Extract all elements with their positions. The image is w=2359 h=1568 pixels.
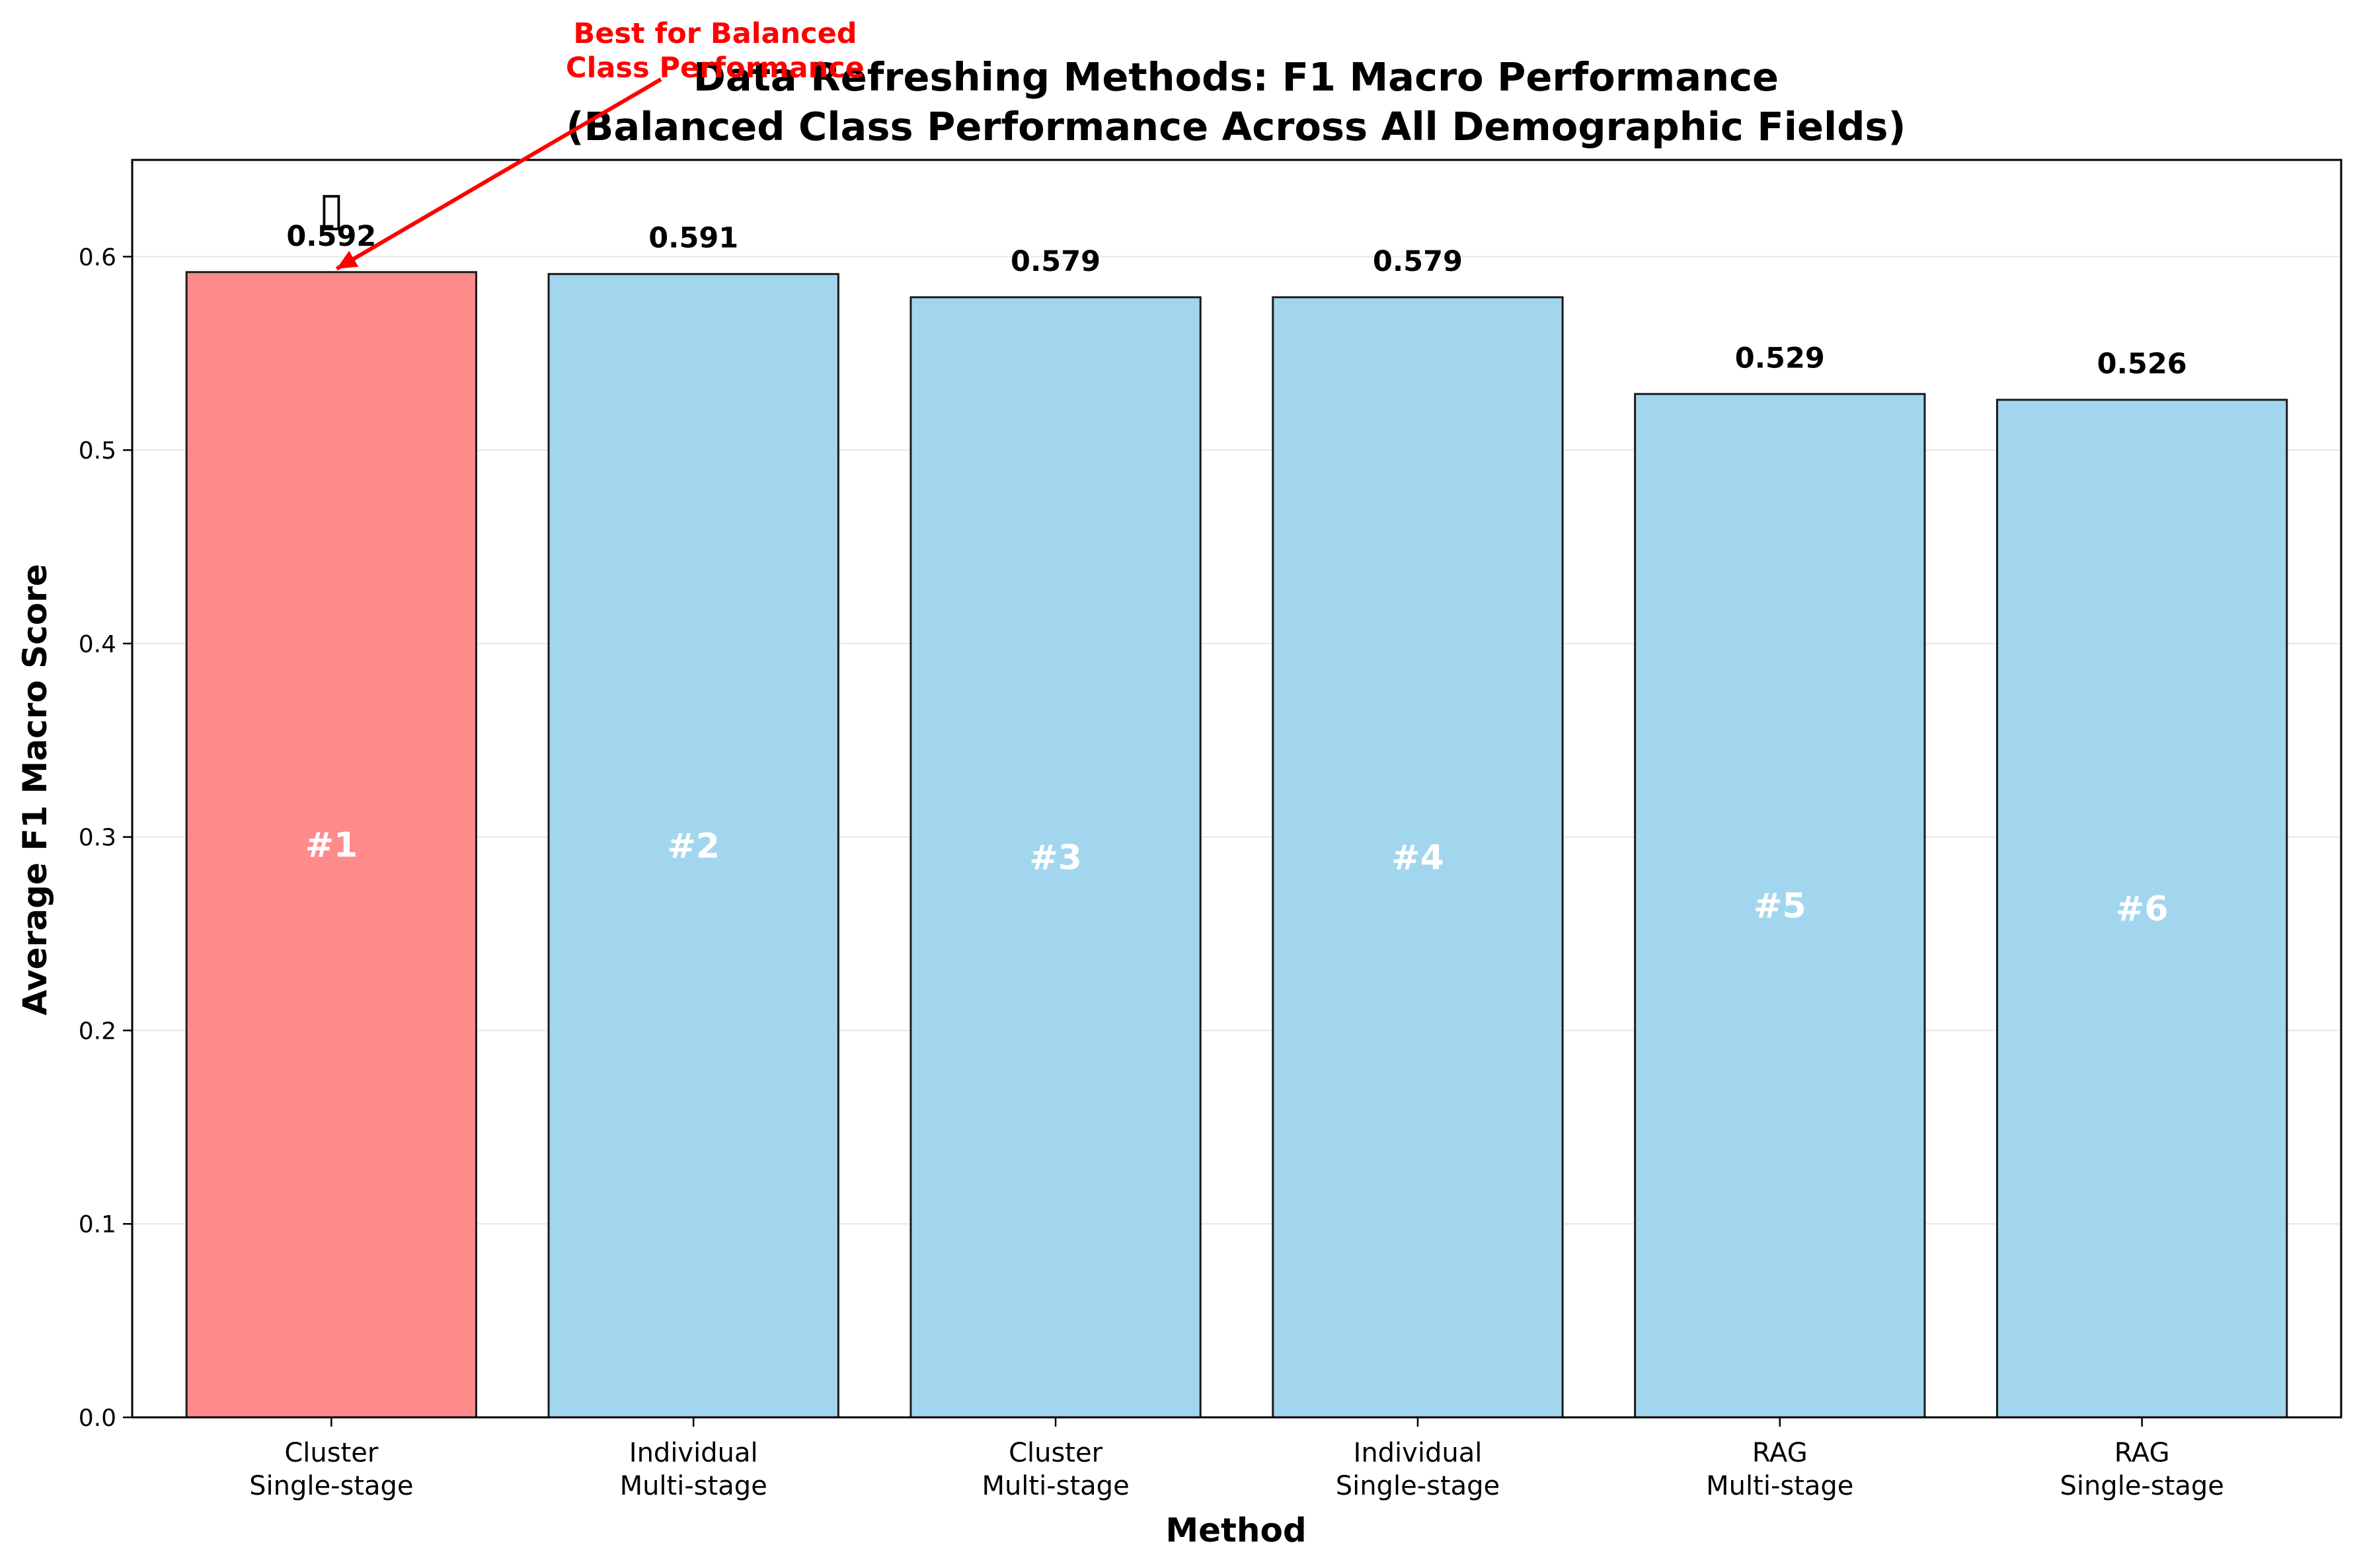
value-label: 0.529 — [1735, 342, 1825, 375]
plot-frame — [131, 159, 2342, 1419]
y-tick-label: 0.3 — [79, 825, 116, 852]
x-tick-label-line1: Cluster — [1009, 1438, 1103, 1468]
annotation-text: Class Performance — [566, 52, 865, 85]
bar-1 — [185, 271, 477, 1419]
x-tick-label-line2: Single-stage — [2060, 1471, 2224, 1501]
annotation-arrow-shaft — [335, 77, 662, 271]
value-label: 0.591 — [648, 222, 738, 255]
x-tick-label-line1: Cluster — [284, 1438, 379, 1468]
x-tick-label-line1: RAG — [2114, 1438, 2170, 1468]
x-tick-label-line2: Single-stage — [249, 1471, 413, 1501]
value-label: 0.592 — [286, 220, 376, 253]
y-tick-label: 0.4 — [79, 631, 116, 658]
y-tick-label: 0.1 — [79, 1211, 116, 1238]
axes: 0.00.10.20.30.40.50.6ClusterSingle-stage… — [79, 159, 2342, 1501]
bar-4 — [1272, 296, 1564, 1419]
x-tick-label-line2: Multi-stage — [1706, 1471, 1853, 1501]
labels: 0.592 #1 0.591 #2 0.579 #3 0.579 #4 0.529 #5 0.526… — [286, 182, 2186, 929]
rank-label: #2 — [667, 827, 720, 866]
x-tick-label-line2: Multi-stage — [982, 1471, 1129, 1501]
bar-2 — [547, 273, 839, 1419]
x-tick-label-line1: Individual — [629, 1438, 758, 1468]
rank-label: #3 — [1029, 838, 1082, 877]
x-tick-label-line2: Single-stage — [1336, 1471, 1500, 1501]
annotation-arrow-head — [336, 250, 359, 269]
x-tick-label-line1: Individual — [1354, 1438, 1483, 1468]
y-tick-label: 0.6 — [79, 244, 116, 271]
x-axis-label: Method — [1165, 1511, 1306, 1549]
y-tick-label: 0.2 — [79, 1018, 116, 1045]
value-label: 0.579 — [1373, 245, 1463, 278]
bar-5 — [1634, 392, 1926, 1419]
value-label: 0.526 — [2097, 348, 2187, 381]
chart-title: Data Refreshing Methods: F1 Macro Perfor… — [693, 54, 1779, 100]
rank-label: #5 — [1754, 887, 1806, 926]
rank-label: #1 — [305, 825, 358, 865]
rank-label: #4 — [1391, 838, 1444, 877]
annotation-text: Best for Balanced — [573, 17, 857, 50]
y-tick-label: 0.0 — [79, 1405, 116, 1432]
trophy-icon: ▯ — [319, 182, 344, 236]
x-tick-label-line2: Multi-stage — [620, 1471, 767, 1501]
rank-label: #6 — [2116, 889, 2169, 929]
bar-6 — [1996, 398, 2288, 1419]
x-tick-label-line1: RAG — [1752, 1438, 1808, 1468]
chart-subtitle: (Balanced Class Performance Across All D… — [566, 104, 1906, 149]
value-label: 0.579 — [1011, 245, 1101, 278]
y-tick-label: 0.5 — [79, 437, 116, 465]
y-axis-label: Average F1 Macro Score — [16, 564, 54, 1015]
